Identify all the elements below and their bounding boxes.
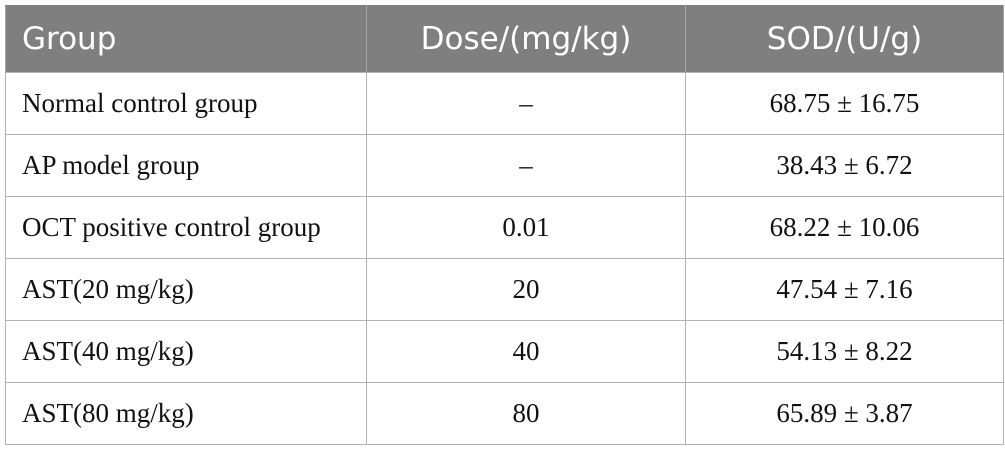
sod-table: Group Dose/(mg/kg) SOD/(U/g) Normal cont… [5, 5, 1004, 445]
table-row: AST(20 mg/kg) 20 47.54 ± 7.16 [5, 258, 1004, 321]
cell-sod: 68.22 ± 10.06 [685, 196, 1004, 259]
cell-dose: 40 [366, 320, 686, 383]
cell-group: Normal control group [5, 72, 367, 135]
cell-dose: 80 [366, 382, 686, 445]
header-row: Group Dose/(mg/kg) SOD/(U/g) [5, 5, 1004, 73]
cell-sod: 38.43 ± 6.72 [685, 134, 1004, 197]
cell-dose: – [366, 72, 686, 135]
header-dose: Dose/(mg/kg) [366, 5, 686, 73]
cell-group: AST(20 mg/kg) [5, 258, 367, 321]
cell-group: AST(80 mg/kg) [5, 382, 367, 445]
cell-group: OCT positive control group [5, 196, 367, 259]
cell-dose: – [366, 134, 686, 197]
cell-sod: 65.89 ± 3.87 [685, 382, 1004, 445]
header-group: Group [5, 5, 367, 73]
table-row: AST(40 mg/kg) 40 54.13 ± 8.22 [5, 320, 1004, 383]
table-row: AST(80 mg/kg) 80 65.89 ± 3.87 [5, 382, 1004, 445]
table-row: Normal control group – 68.75 ± 16.75 [5, 72, 1004, 135]
cell-dose: 20 [366, 258, 686, 321]
table-row: OCT positive control group 0.01 68.22 ± … [5, 196, 1004, 259]
cell-group: AP model group [5, 134, 367, 197]
table-header: Group Dose/(mg/kg) SOD/(U/g) [5, 5, 1004, 73]
cell-dose: 0.01 [366, 196, 686, 259]
cell-sod: 47.54 ± 7.16 [685, 258, 1004, 321]
table-row: AP model group – 38.43 ± 6.72 [5, 134, 1004, 197]
table-body: Normal control group – 68.75 ± 16.75 AP … [5, 72, 1004, 445]
cell-group: AST(40 mg/kg) [5, 320, 367, 383]
header-sod: SOD/(U/g) [685, 5, 1004, 73]
data-table-container: Group Dose/(mg/kg) SOD/(U/g) Normal cont… [5, 5, 1004, 445]
cell-sod: 68.75 ± 16.75 [685, 72, 1004, 135]
cell-sod: 54.13 ± 8.22 [685, 320, 1004, 383]
